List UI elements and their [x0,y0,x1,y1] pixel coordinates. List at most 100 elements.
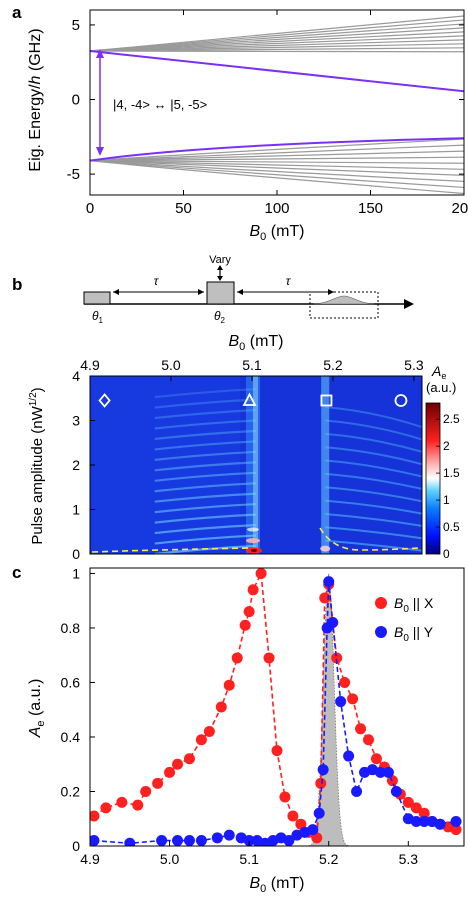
colorbar-ticks: 0 0.5 1 1.5 2 2.5 [436,412,460,561]
series-x-point [363,734,375,746]
series-y-point [317,764,329,776]
top-x-tick-label: 5.0 [161,357,181,373]
x-tick-label: 4.9 [80,851,100,867]
lower-gray-level-line [90,138,464,162]
theta2-label: θ2 [214,309,226,325]
resonance-band-b [321,376,330,554]
series-y-point [410,815,422,827]
series-x-point [331,652,343,664]
legend-marker-x [375,597,387,609]
rabi-fringe-a [154,419,257,430]
series-x-point [132,799,144,811]
series-x-point [347,693,359,705]
panel-c-plot [90,568,462,846]
rabi-fringe-a [154,503,257,514]
panel-b-ylabel: Pulse amplitude (nW1/2) [28,387,46,544]
heatmap-axes: 4.9 5.0 5.1 5.2 5.3 0 1 2 3 4 [72,357,424,562]
x-tick-label: 5.2 [319,851,339,867]
series-x-point [203,726,215,738]
colorbar-tick-label: 2 [443,439,450,453]
series-y-point [307,824,319,836]
panel-b-top-xlabel: B0 (mT) [229,333,284,353]
upper-gray-level-line [90,31,464,52]
panel-c-xlabel: B0 (mT) [250,875,305,895]
rabi-fringe-a [154,471,257,482]
series-y-point [335,696,347,708]
y-tick-label: 0.8 [61,620,81,636]
series-x-point [140,785,152,797]
upper-gray-level-line [90,50,464,53]
x-tick-label: 150 [358,200,383,217]
colorbar-label: Ae [431,363,446,381]
rabi-fringe-b [325,446,422,466]
top-x-tick-label: 5.3 [404,357,424,373]
vary-arrowhead-up [217,265,223,270]
series-y-point [211,832,223,844]
legend: B0 || X B0 || Y [375,595,434,644]
pulse-theta2[interactable] [206,281,235,305]
rabi-fringe-a [154,534,257,545]
series-y-point [418,815,430,827]
series-y-point [323,576,335,588]
heatmap-threshold-dashed-curve [91,527,421,553]
y-tick-label: 1 [72,565,80,581]
series-y-point [283,835,295,846]
x-tick-label: 200 [451,200,468,217]
x-tick-label: 5.3 [399,851,419,867]
y-tick-label: 3 [72,413,80,429]
series-y-point [313,807,325,819]
series-y-point [243,835,255,846]
y-tick-label: -5 [67,166,80,183]
series-y-point [343,750,355,762]
series-x-point [239,619,251,631]
series-x-point [172,758,184,770]
heatmap-markers [98,392,408,408]
resonance-band-a [246,376,260,554]
series-x-point [247,584,259,596]
rabi-fringe-a [154,544,257,554]
series-x-point [195,734,207,746]
resonance-band-a-core [253,376,258,554]
rabi-fringe-b [325,419,422,441]
series-y-dashed-line [93,581,457,845]
lower-gray-level-line [90,160,464,170]
rabi-fringe-a [154,482,257,493]
purple-lower-level-line [90,137,464,162]
vary-label: Vary [209,254,231,266]
upper-gray-level-line [90,27,464,52]
legend-label-x: B0 || X [394,595,434,615]
series-y-point [156,835,168,846]
x-tick-label: 5.0 [160,851,180,867]
series-y-point [390,785,402,797]
colorbar-tick-label: 0 [443,547,450,561]
colorbar-tick-label: 1.5 [443,466,460,480]
series-x-point [311,832,323,844]
pulse-timeline-arrowhead [404,299,414,309]
rabi-fringe-b [325,432,422,453]
series-x-point [116,796,128,808]
series-x-point [215,701,227,713]
legend-marker-y [375,626,387,638]
upper-gray-level-line [90,35,464,52]
series-x-point [152,777,164,789]
series-x-point [263,652,275,664]
transition-arrowhead-top [96,49,104,58]
x-tick-label: 0 [86,200,94,217]
series-x-point [315,777,327,789]
rabi-fringe-b [325,406,422,429]
heatmap-fringes [154,376,422,554]
circle-marker [394,394,408,407]
tau1-arrowhead-right [198,289,204,295]
legend-label-y: B0 || Y [394,624,434,644]
lower-gray-level-line [90,160,464,176]
upper-gray-level-line [90,23,464,52]
rabi-fringe-b [325,512,422,527]
x-tick-label: 100 [264,200,289,217]
upper-gray-level-line [90,43,464,52]
rabi-fringe-b [325,539,422,552]
hotspot-a3 [247,527,259,532]
tau1-label: τ [154,274,160,288]
y-tick-label: 2 [72,457,80,473]
series-x-point [339,676,351,688]
series-x-point [287,810,299,822]
